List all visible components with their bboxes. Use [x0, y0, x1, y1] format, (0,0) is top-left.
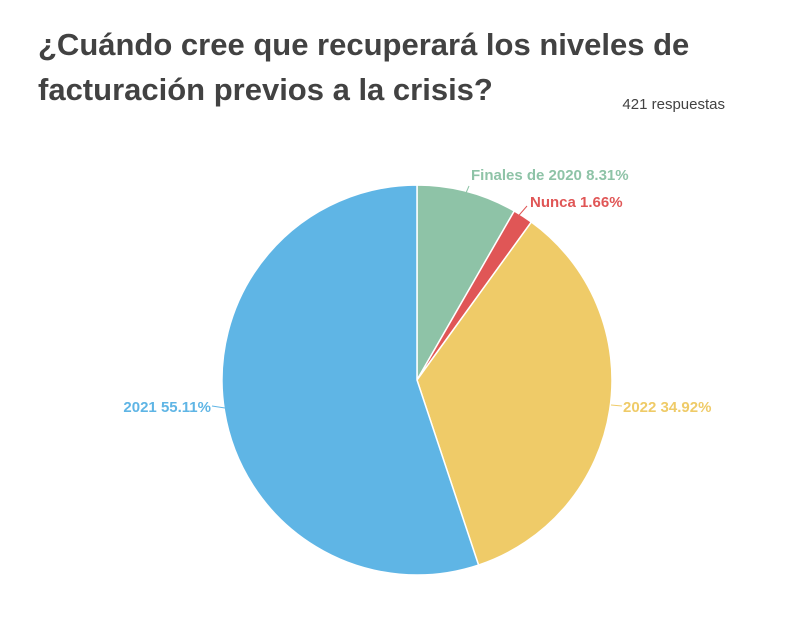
pie-slice-2021	[221, 184, 480, 576]
slice-label: 2022 34.92%	[623, 399, 711, 416]
leader-line	[513, 205, 528, 222]
response-count: 421 respuestas	[622, 96, 725, 113]
leader-line	[211, 405, 226, 409]
pie-slice-finales-de-2020	[416, 184, 516, 383]
pie-slice-2022	[416, 220, 613, 566]
slice-label: Finales de 2020 8.31%	[471, 167, 629, 184]
leader-line	[465, 185, 470, 194]
chart-title: ¿Cuándo cree que recuperará los niveles …	[38, 27, 690, 107]
leader-line	[610, 404, 623, 407]
slice-label: 2021 55.11%	[123, 399, 211, 416]
slice-label: Nunca 1.66%	[530, 194, 623, 211]
